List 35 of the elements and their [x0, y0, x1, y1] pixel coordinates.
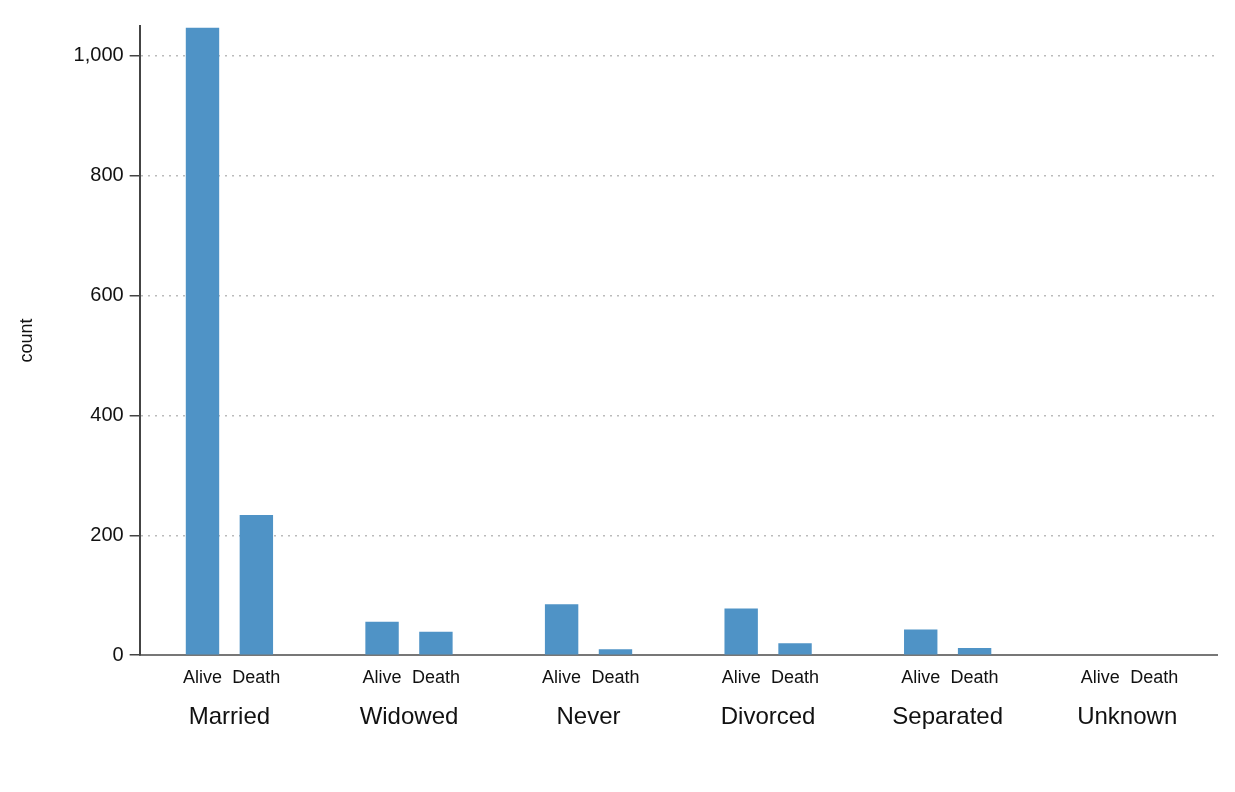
text: Alive — [721, 667, 761, 688]
text: Alive — [542, 667, 582, 688]
bar — [957, 648, 992, 655]
text: Death — [1130, 667, 1179, 688]
y-tick-label: 800 — [90, 163, 124, 186]
x-tick-label: Separated — [892, 702, 1004, 730]
x-tick-label: Never — [556, 702, 621, 730]
y-tick-label: 1,000 — [73, 43, 124, 66]
text: Death — [232, 667, 281, 688]
text: Alive — [362, 667, 402, 688]
bar — [239, 514, 274, 655]
x-tick-label: Divorced — [720, 702, 816, 730]
text: Alive — [901, 667, 941, 688]
bar — [904, 629, 938, 655]
bar — [365, 621, 399, 655]
x-tick-label: Unknown — [1077, 702, 1178, 730]
bar — [185, 27, 220, 655]
text: Death — [771, 667, 820, 688]
bar — [544, 604, 579, 655]
y-tick-label: 200 — [90, 522, 124, 545]
text: Death — [950, 667, 999, 688]
bar — [419, 631, 453, 655]
bar — [724, 608, 758, 655]
y-tick-label: 400 — [90, 403, 124, 426]
series-label: Alive — [1080, 667, 1120, 688]
series-label: Death — [591, 667, 640, 688]
y-axis-title: count — [15, 318, 36, 363]
y-tick-label: 600 — [90, 283, 124, 306]
bar — [778, 643, 812, 655]
text: Death — [411, 667, 460, 688]
x-tick-label: Married — [188, 702, 271, 730]
text: Alive — [182, 667, 222, 688]
y-tick-label: 0 — [112, 642, 124, 665]
x-tick-label: Widowed — [359, 702, 459, 730]
bar — [598, 649, 633, 655]
